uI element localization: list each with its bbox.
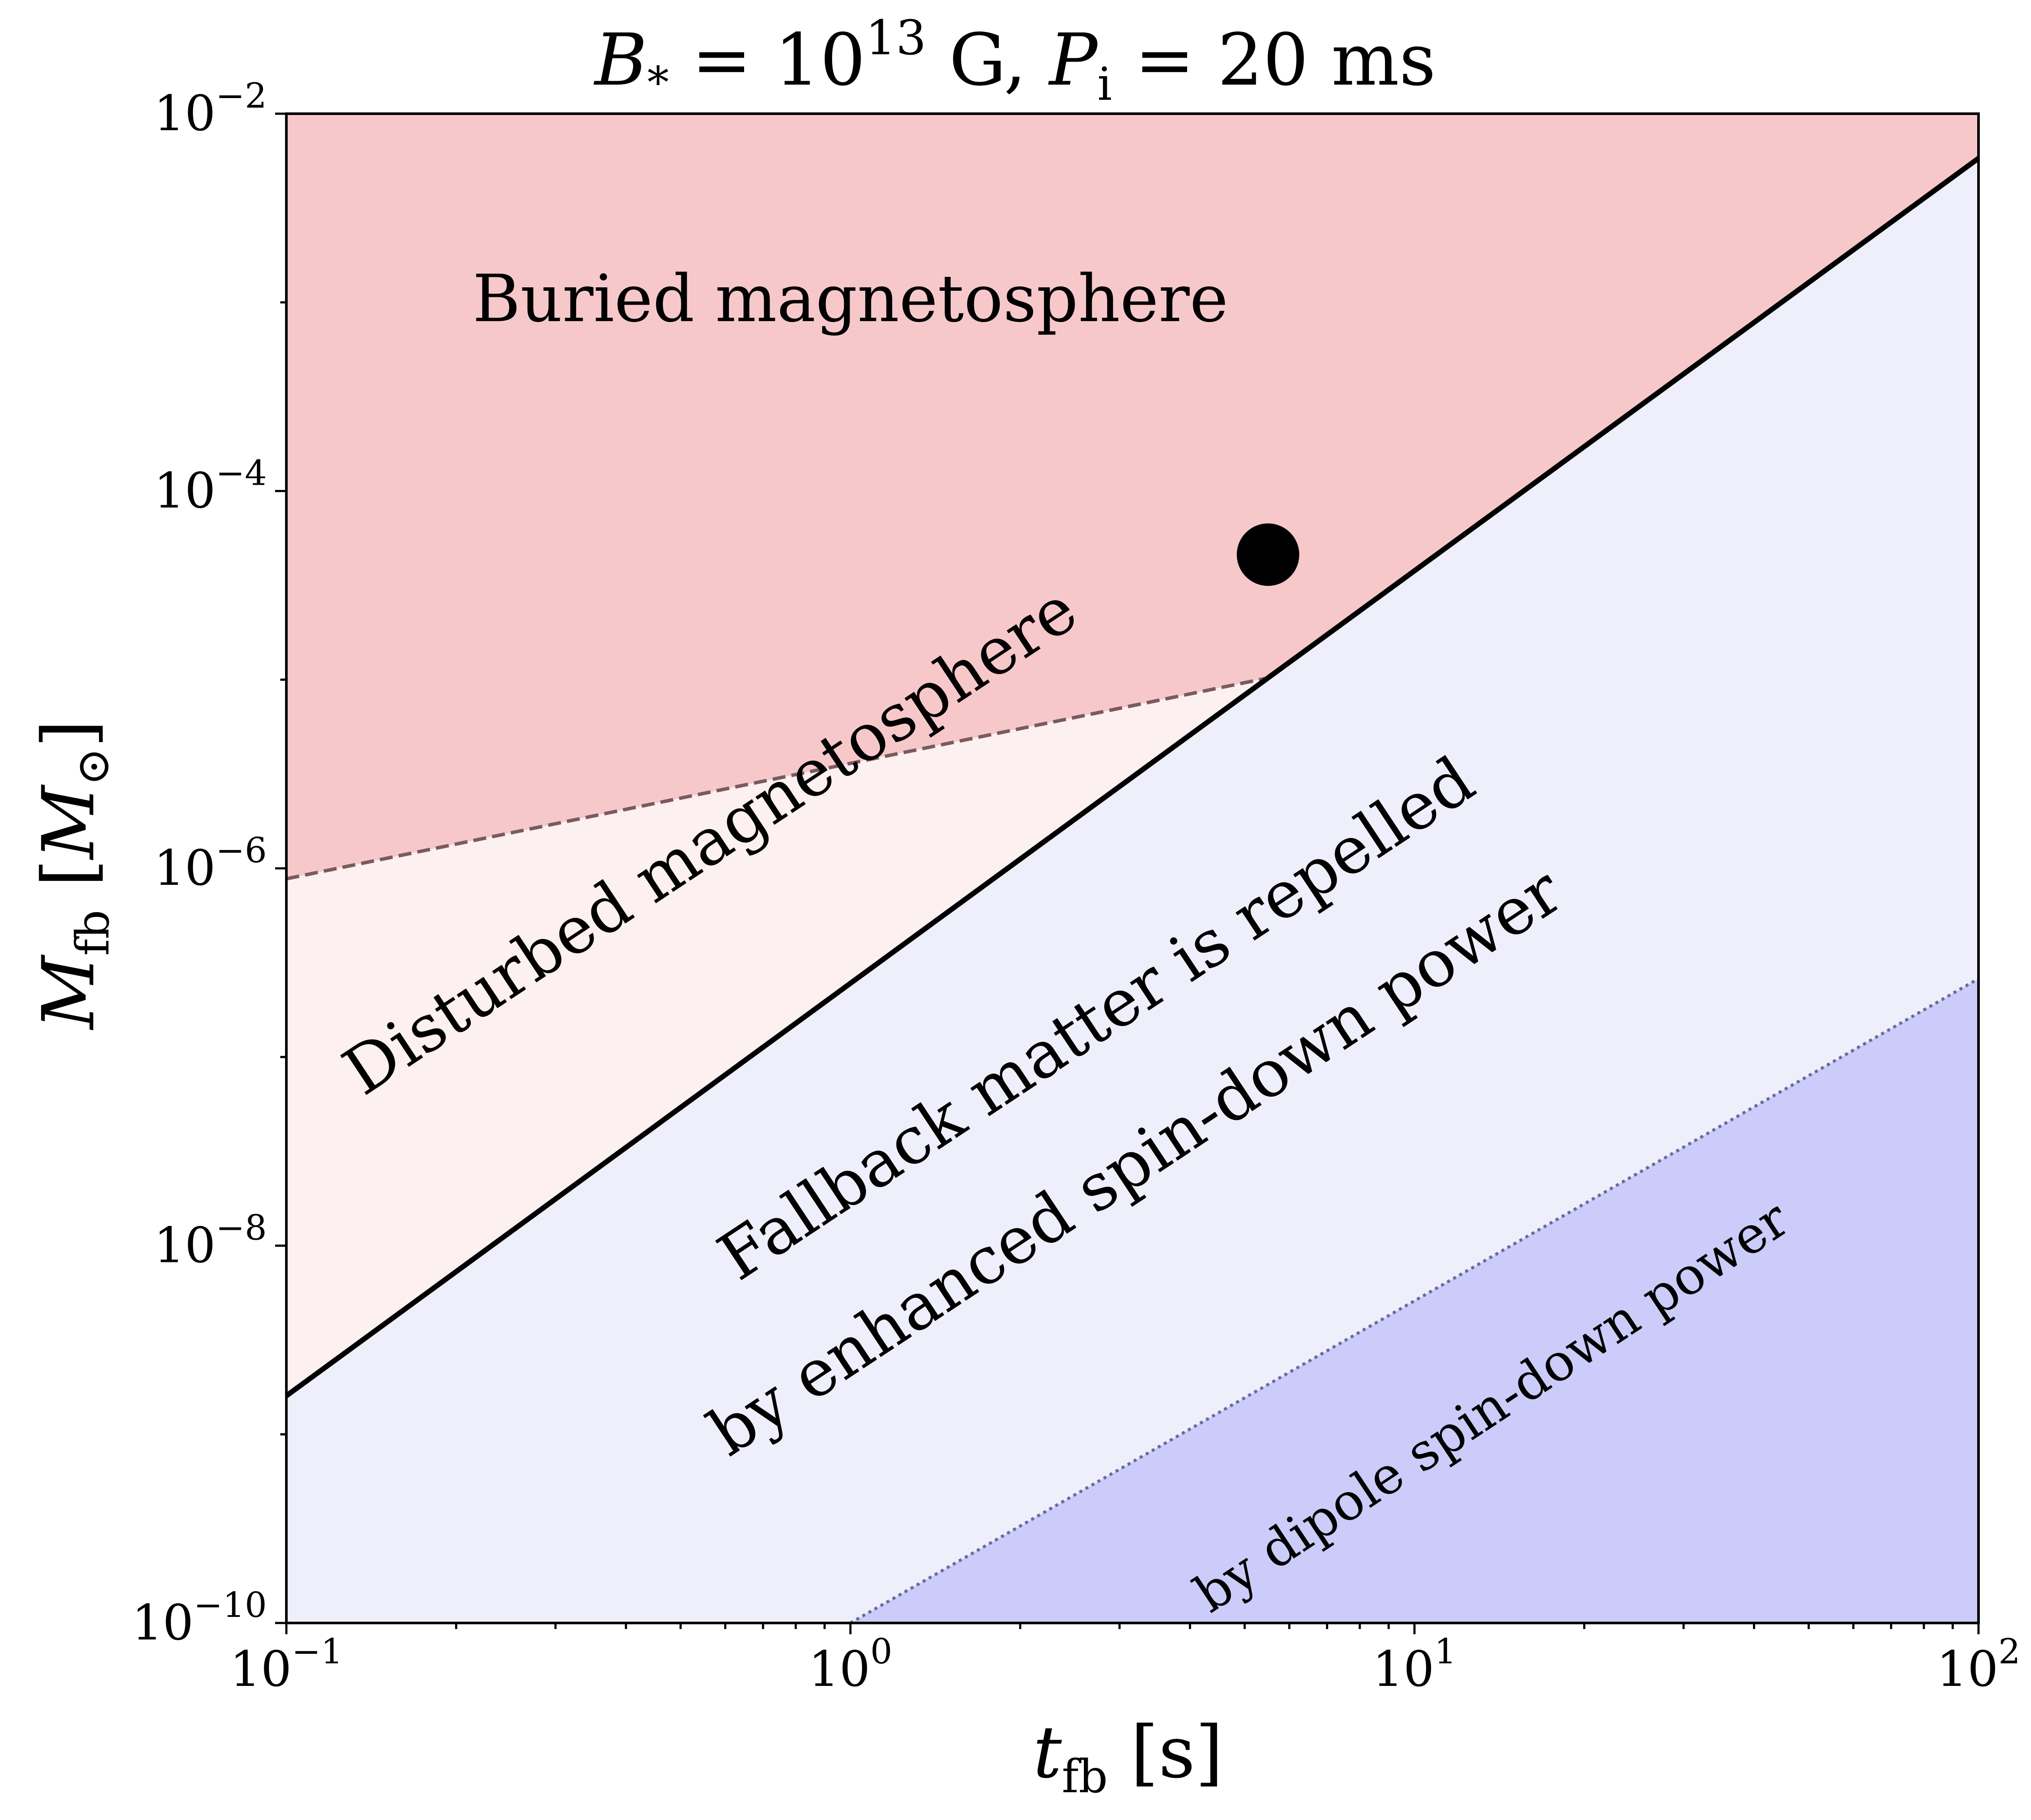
y-tick-label: 10−2 [154, 76, 267, 142]
x-tick-label: 10−1 [230, 1631, 343, 1698]
chart-title: B* = 1013 G, Pi = 20 ms [594, 10, 1436, 111]
intersection-marker [1237, 523, 1299, 586]
x-axis-label: tfb [s] [1033, 1711, 1223, 1803]
y-tick-label: 10−6 [154, 830, 267, 897]
x-tick-label: 100 [808, 1631, 892, 1698]
x-tick-label: 101 [1372, 1631, 1456, 1698]
label-buried-magnetosphere: Buried magnetosphere [472, 261, 1228, 337]
x-tick-label: 102 [1936, 1631, 2020, 1698]
y-tick-label: 10−4 [154, 453, 267, 519]
y-tick-label: 10−8 [154, 1208, 267, 1274]
y-axis-label: Mfb [M⊙] [27, 719, 119, 1030]
